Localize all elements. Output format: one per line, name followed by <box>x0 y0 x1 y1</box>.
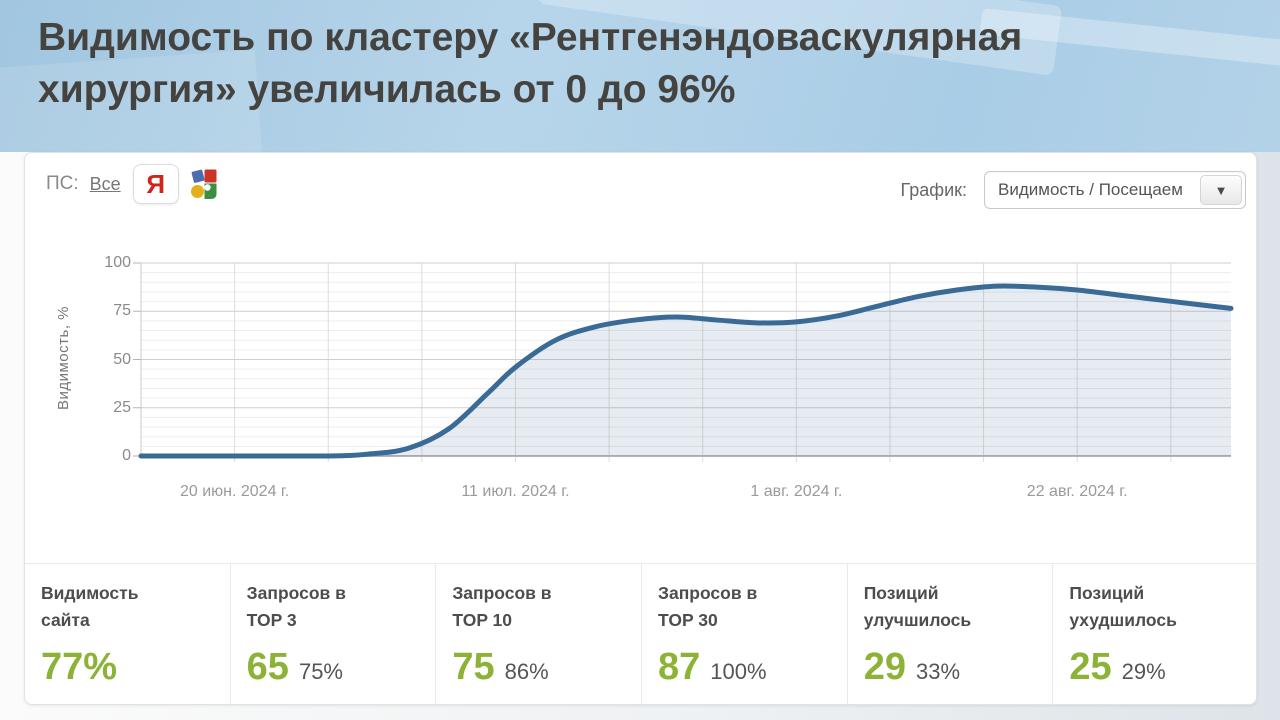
stat-top30: Запросов в TOP 30 87 100% <box>642 564 848 705</box>
x-label-1: 11 июл. 2024 г. <box>461 483 570 500</box>
search-engine-toolbar: ПС: Все Я <box>46 164 217 204</box>
y-axis-title: Видимость, % <box>55 305 72 411</box>
all-engines-link[interactable]: Все <box>89 173 121 194</box>
stat-label-line: Позиций <box>863 583 939 603</box>
stat-value: 87 <box>658 646 701 688</box>
stat-extra: 29% <box>1121 659 1166 684</box>
stat-label-line: TOP 3 <box>246 610 297 630</box>
stat-site-visibility: Видимость сайта 77% <box>25 564 231 705</box>
stat-top10: Запросов в TOP 10 75 86% <box>436 564 643 705</box>
stat-label-line: TOP 30 <box>658 610 718 630</box>
stats-row: Видимость сайта 77% Запросов в TOP 3 65 … <box>25 563 1258 705</box>
x-label-3: 22 авг. 2024 г. <box>1026 483 1128 500</box>
yandex-filter-button[interactable]: Я <box>132 164 179 204</box>
stat-positions-improved: Позиций улучшилось 29 33% <box>848 564 1054 705</box>
x-label-0: 20 июн. 2024 г. <box>179 483 290 500</box>
y-tick-25: 25 <box>113 398 131 416</box>
page-title-line2: хирургия» увеличилась от 0 до 96% <box>38 68 736 111</box>
stat-label-line: Запросов в <box>658 583 758 603</box>
page-title: Видимость по кластеру «Рентгенэндоваскул… <box>0 0 1280 116</box>
chart-type-select-value: Видимость / Посещаем <box>998 180 1183 199</box>
google-filter-button[interactable] <box>190 169 217 199</box>
yandex-icon: Я <box>146 169 166 199</box>
stat-extra: 100% <box>710 659 767 684</box>
y-tick-0: 0 <box>122 447 131 464</box>
chart-select-group: График: Видимость / Посещаем ▼ <box>900 171 1246 209</box>
stat-extra: 86% <box>504 659 549 684</box>
stat-label-line: Видимость <box>41 583 139 603</box>
chevron-down-icon: ▼ <box>1214 182 1228 198</box>
stat-value: 29 <box>863 646 906 688</box>
stat-value: 77% <box>41 646 118 688</box>
analytics-panel: ПС: Все Я График: Видимость / Посещаем ▼ <box>24 152 1258 705</box>
stat-top3: Запросов в TOP 3 65 75% <box>231 564 437 705</box>
select-arrow-button[interactable]: ▼ <box>1200 175 1242 205</box>
search-engines-label: ПС: <box>46 173 79 194</box>
stat-label-line: улучшилось <box>863 610 972 630</box>
y-tick-50: 50 <box>113 350 131 368</box>
page-title-line1: Видимость по кластеру «Рентгенэндоваскул… <box>38 16 1023 59</box>
x-label-2: 1 авг. 2024 г. <box>750 483 843 500</box>
stat-label-line: ухудшилось <box>1069 610 1177 630</box>
stat-positions-declined: Позиций ухудшилось 25 29% <box>1053 564 1258 705</box>
chart-select-label: График: <box>900 179 968 200</box>
stat-label-line: Запросов в <box>452 583 552 603</box>
stat-value: 25 <box>1069 646 1112 688</box>
chart-type-select[interactable]: Видимость / Посещаем ▼ <box>984 171 1246 209</box>
y-tick-75: 75 <box>113 302 131 320</box>
header-banner: Видимость по кластеру «Рентгенэндоваскул… <box>0 0 1280 152</box>
google-icon <box>190 169 217 199</box>
stat-label-line: сайта <box>41 610 90 630</box>
stat-value: 65 <box>246 646 289 688</box>
y-tick-100: 100 <box>104 254 131 271</box>
stat-label-line: TOP 10 <box>452 610 513 630</box>
stat-label-line: Позиций <box>1069 583 1145 603</box>
stat-extra: 33% <box>915 659 961 684</box>
stat-extra: 75% <box>298 659 343 684</box>
stat-value: 75 <box>452 646 495 688</box>
stat-label-line: Запросов в <box>246 583 346 603</box>
